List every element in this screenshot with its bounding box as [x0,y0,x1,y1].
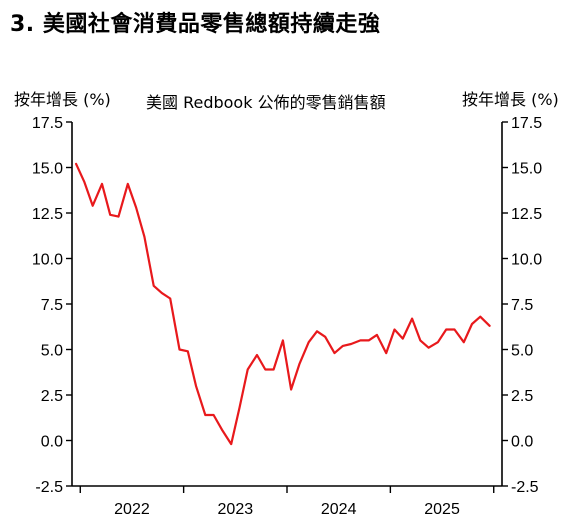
chart-series [74,162,491,446]
y-tick-label-left: 5.0 [41,343,63,360]
y-tick-label-right: 17.5 [511,115,542,132]
page-title: 3. 美國社會消費品零售總額持續走強 [10,12,381,37]
y-tick-label-left: 17.5 [32,115,63,132]
y-tick-label-left: 10.0 [32,252,63,269]
y-tick-label-left: 7.5 [41,297,63,314]
y-tick-label-right: 12.5 [511,206,542,223]
y-tick-label-left: 0.0 [41,434,63,451]
y-tick-label-right: 5.0 [511,343,533,360]
y-tick-label-right: 7.5 [511,297,533,314]
chart-title: 美國 Redbook 公佈的零售銷售額 [146,93,386,112]
y-tick-label-left: 2.5 [41,388,63,405]
y-axis-unit-right: 按年增長 (%) [462,90,559,109]
y-tick-label-right: 15.0 [511,161,542,178]
chart-ticks: 17.5 17.5 15.0 15.0 12.5 12.5 10.0 10.0 7.5 7.5 5.… [32,115,542,518]
y-tick-label-left: 15.0 [32,161,63,178]
y-tick-label-left: 12.5 [32,206,63,223]
y-tick-label-right: -2.5 [511,479,539,496]
y-tick-label-right: 10.0 [511,252,542,269]
series-line [74,162,491,446]
x-tick-label: 2024 [321,501,357,518]
x-tick-label: 2022 [114,501,150,518]
x-tick-label: 2023 [218,501,254,518]
chart-axes [71,122,503,487]
x-tick-label: 2025 [424,501,460,518]
y-tick-label-right: 0.0 [511,434,533,451]
y-axis-unit-left: 按年增長 (%) [14,90,111,109]
y-tick-label-right: 2.5 [511,388,533,405]
y-tick-label-left: -2.5 [35,479,63,496]
